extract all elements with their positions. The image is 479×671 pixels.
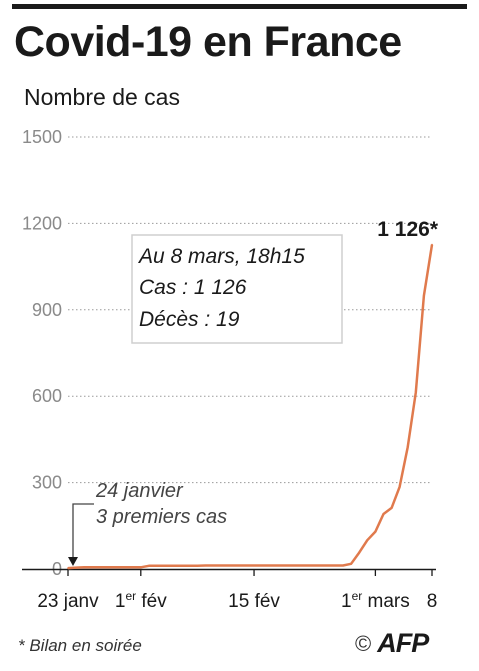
data-point xyxy=(75,566,77,569)
first-cases-leader xyxy=(72,503,94,560)
data-point xyxy=(390,507,393,509)
chart-subtitle: Nombre de cas xyxy=(24,84,180,110)
gridlines xyxy=(68,136,432,484)
data-point xyxy=(196,564,199,567)
x-tick-label: 23 janv xyxy=(37,591,99,612)
data-point xyxy=(83,566,86,569)
data-point xyxy=(398,486,401,488)
footnote: * Bilan en soirée xyxy=(18,636,142,655)
top-rule xyxy=(12,4,467,9)
afp-logo: AFP xyxy=(377,628,429,658)
x-tick-label: 8 xyxy=(427,591,438,612)
series-cas-points xyxy=(67,243,433,569)
first-cases-count: 3 premiers cas xyxy=(96,506,227,528)
data-point xyxy=(414,391,417,394)
first-cases-date: 24 janvier xyxy=(95,480,184,502)
data-point xyxy=(366,539,369,542)
data-point xyxy=(423,294,425,297)
data-point xyxy=(148,564,150,567)
data-point xyxy=(406,446,409,449)
first-cases-arrowhead xyxy=(68,557,78,566)
data-point xyxy=(431,243,433,246)
y-tick-label: 600 xyxy=(32,386,62,406)
x-axis: 23 janv 1er fév 15 fév 1er mars 8 xyxy=(22,568,438,612)
info-box: Au 8 mars, 18h15 Cas : 1 126 Décès : 19 xyxy=(131,234,343,344)
data-point xyxy=(358,551,361,554)
data-point xyxy=(139,566,142,569)
chart-title: Covid-19 en France xyxy=(14,18,402,66)
last-value-label: 1 126* xyxy=(377,218,439,241)
y-tick-label: 1500 xyxy=(22,127,62,147)
data-point xyxy=(350,562,352,565)
data-point xyxy=(67,567,69,569)
data-point xyxy=(382,513,385,515)
x-tick-label: 1er mars xyxy=(341,589,410,612)
data-point xyxy=(131,566,134,569)
data-point xyxy=(212,564,215,567)
y-tick-label: 300 xyxy=(32,473,62,493)
info-box-cases: Cas : 1 126 xyxy=(139,276,247,299)
data-point xyxy=(374,530,377,533)
x-tick-label: 1er fév xyxy=(115,589,167,612)
info-box-date: Au 8 mars, 18h15 xyxy=(137,245,305,268)
y-tick-label: 1200 xyxy=(22,213,62,233)
data-point xyxy=(342,564,344,567)
y-tick-label: 900 xyxy=(32,300,62,320)
credit: © AFP xyxy=(355,628,429,659)
x-tick-label: 15 fév xyxy=(228,591,280,612)
copyright-symbol: © xyxy=(355,630,372,656)
first-cases-annotation: 24 janvier 3 premiers cas xyxy=(68,480,227,566)
info-box-frame xyxy=(131,234,343,344)
data-point xyxy=(204,564,207,567)
info-box-deaths: Décès : 19 xyxy=(139,308,240,331)
